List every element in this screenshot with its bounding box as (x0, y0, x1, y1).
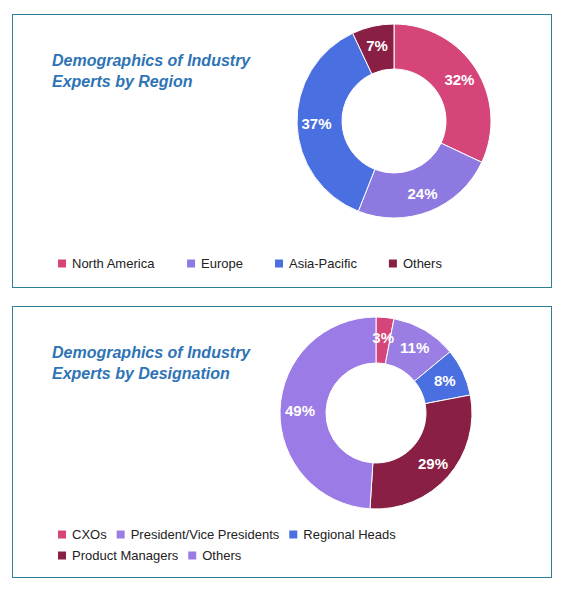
svg-text:Product Managers: Product Managers (72, 548, 179, 563)
svg-text:11%: 11% (400, 339, 429, 356)
svg-text:32%: 32% (444, 71, 474, 88)
svg-text:Experts by Designation: Experts by Designation (52, 365, 230, 382)
svg-text:Regional Heads: Regional Heads (303, 527, 396, 542)
svg-text:7%: 7% (366, 37, 388, 54)
svg-text:CXOs: CXOs (72, 527, 107, 542)
svg-text:49%: 49% (285, 402, 315, 419)
svg-text:Experts by Region: Experts by Region (52, 73, 193, 90)
svg-text:3%: 3% (372, 329, 394, 346)
svg-text:President/Vice Presidents: President/Vice Presidents (131, 527, 280, 542)
svg-text:37%: 37% (302, 115, 332, 132)
svg-text:Asia-Pacific: Asia-Pacific (289, 256, 357, 271)
svg-text:Others: Others (202, 548, 242, 563)
svg-text:Europe: Europe (201, 256, 243, 271)
svg-text:Demographics of Industry: Demographics of Industry (52, 52, 255, 69)
svg-text:8%: 8% (434, 372, 456, 389)
svg-text:North America: North America (72, 256, 155, 271)
svg-text:29%: 29% (418, 455, 448, 472)
svg-text:24%: 24% (408, 185, 438, 202)
svg-text:Demographics of Industry: Demographics of Industry (52, 344, 255, 361)
svg-text:Others: Others (403, 256, 443, 271)
